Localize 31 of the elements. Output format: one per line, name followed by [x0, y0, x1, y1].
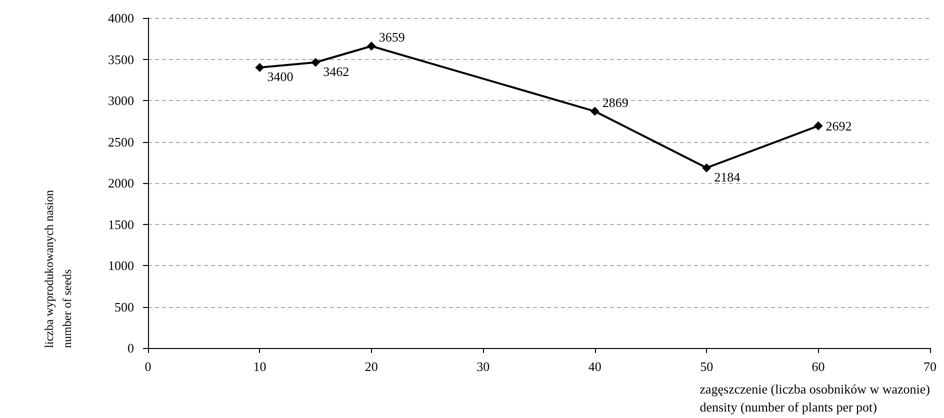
- point: [255, 63, 264, 72]
- x-tick-label: 70: [924, 359, 936, 374]
- point: [590, 106, 600, 116]
- x-tick-label: 40: [588, 359, 602, 374]
- x-tick-label: 50: [700, 359, 714, 374]
- data-label: 3400: [267, 69, 294, 84]
- x-tick-label: 60: [812, 359, 825, 374]
- y-tick-label: 500: [114, 299, 134, 314]
- y-axis-title: liczba wyprodukowanych nasion number of seeds: [42, 190, 74, 348]
- x-tick-label: 30: [476, 359, 490, 374]
- data-label: 2184: [714, 169, 741, 184]
- y-tick-label: 3000: [108, 93, 134, 108]
- point: [702, 163, 712, 172]
- x-tick-label: 20: [364, 359, 378, 374]
- point: [311, 58, 320, 67]
- y-tick-label: 0: [128, 340, 134, 356]
- data-label: 2692: [826, 118, 852, 134]
- y-tick-label: 2000: [108, 176, 134, 190]
- point: [366, 42, 376, 51]
- x-tick-label: 10: [253, 359, 266, 374]
- data-label: 3659: [378, 30, 405, 45]
- data-label: 3462: [323, 64, 350, 79]
- y-tick-label: 3500: [108, 52, 134, 67]
- point: [814, 121, 823, 130]
- data-label: 2869: [602, 94, 628, 110]
- x-axis-title: zagęszczenie (liczba osobników w wazonie) density (number of plants per pot): [700, 382, 930, 414]
- y-tick-label: 1000: [108, 258, 134, 273]
- y-tick-label: 2500: [108, 134, 134, 150]
- x-tick-label: 0: [144, 359, 152, 374]
- y-tick-label: 1500: [108, 216, 134, 232]
- y-tick-label: 4000: [108, 10, 134, 26]
